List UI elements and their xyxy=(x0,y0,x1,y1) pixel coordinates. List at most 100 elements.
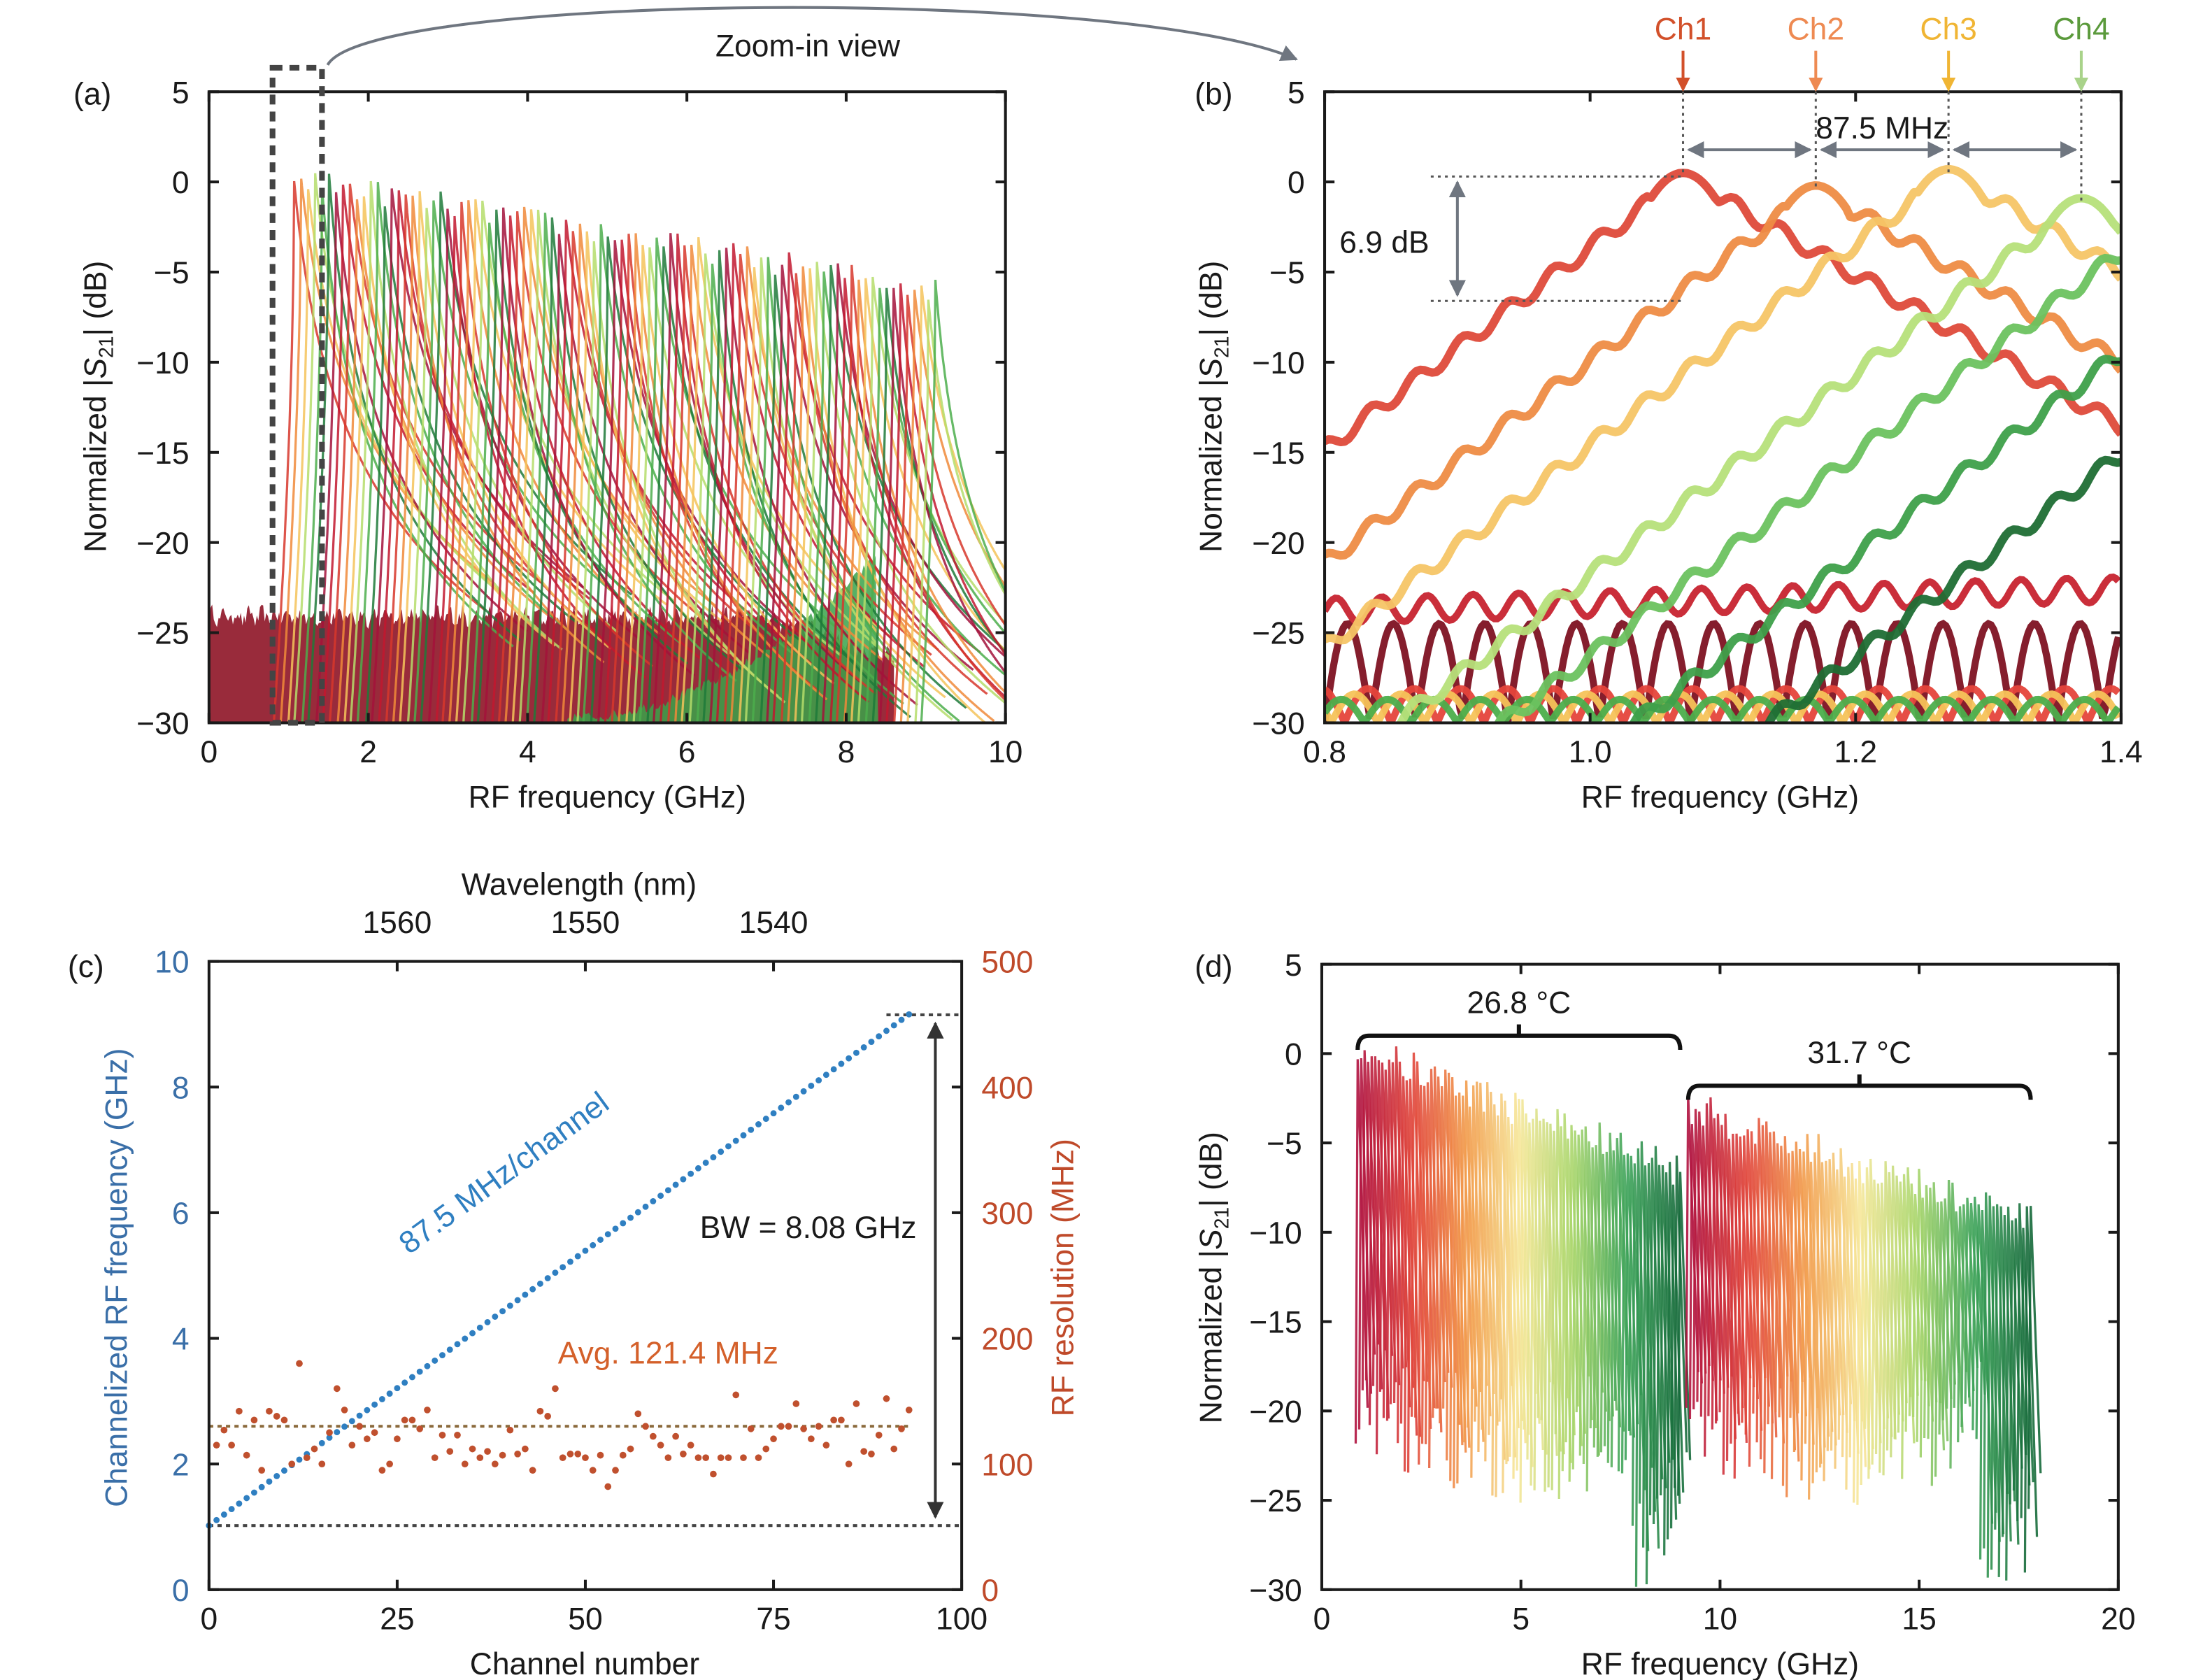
panel-d-ytick-label: 5 xyxy=(1285,948,1302,983)
panel-c-xtick-label: 25 xyxy=(380,1602,414,1636)
panel-c-resolution-point xyxy=(446,1448,454,1455)
panel-b-ch1-label: Ch1 xyxy=(1655,13,1711,47)
panel-c-resolution-point xyxy=(250,1416,258,1424)
panel-c-resolution-point xyxy=(597,1451,604,1459)
panel-c-frequency-point xyxy=(664,1187,671,1194)
panel-c-frequency-point xyxy=(454,1341,461,1348)
panel-c-resolution-point xyxy=(416,1425,424,1432)
panel-c-frequency-point xyxy=(620,1220,627,1227)
panel-c-resolution-point xyxy=(898,1425,905,1432)
panel-c-frequency-point xyxy=(348,1418,355,1425)
panel-c-frequency-point xyxy=(408,1374,415,1381)
panel-c-resolution-point xyxy=(725,1454,732,1462)
panel-a-channel-trace xyxy=(893,294,1006,723)
panel-c-ytick-label: 8 xyxy=(172,1071,190,1105)
panel-c-frequency-point xyxy=(876,1033,883,1040)
panel-b-floor-ripple xyxy=(1325,573,2121,627)
panel-c-resolution-point xyxy=(680,1450,687,1458)
panel-d-label: (d) xyxy=(1195,950,1232,984)
panel-c-resolution-point xyxy=(853,1400,860,1407)
panel-d-xtick-label: 0 xyxy=(1313,1602,1331,1636)
panel-c-frequency-point xyxy=(694,1165,701,1172)
panel-c-frequency-point xyxy=(815,1077,822,1084)
panel-c-frequency-point xyxy=(672,1181,679,1188)
panel-c-y2tick-label: 200 xyxy=(981,1323,1033,1357)
panel-c-frequency-point xyxy=(853,1049,860,1056)
panel-a-channel-trace xyxy=(406,208,619,723)
panel-b-ytick-label: −25 xyxy=(1252,617,1304,651)
panel-c-resolution-point xyxy=(461,1460,469,1468)
panel-c-resolution-point xyxy=(401,1416,408,1424)
panel-c-resolution-point xyxy=(830,1416,837,1424)
panel-b-ylabel: Normalized |S21| (dB) xyxy=(1195,261,1233,553)
panel-b-ch3-label: Ch3 xyxy=(1920,13,1976,47)
panel-c-resolution-point xyxy=(740,1454,747,1462)
panel-c-frequency-point xyxy=(424,1362,431,1369)
panel-c-resolution-point xyxy=(582,1454,589,1462)
panel-b-channel-trace xyxy=(1325,164,2121,645)
panel-b-channel-trace xyxy=(1396,194,2121,723)
panel-c-frequency-point xyxy=(439,1352,445,1358)
panel-c-resolution-point xyxy=(364,1435,371,1443)
panel-c-resolution-point xyxy=(476,1454,484,1462)
panel-c-resolution-point xyxy=(326,1429,333,1437)
panel-c-resolution-point xyxy=(694,1454,702,1462)
panel-c-resolution-point xyxy=(469,1445,476,1453)
panel-c-frequency-point xyxy=(514,1297,521,1304)
panel-c-ytick-label: 0 xyxy=(172,1574,190,1608)
panel-c-frequency-point xyxy=(484,1318,491,1325)
panel-b-spacing-label: 87.5 MHz xyxy=(1816,111,1948,145)
panel-c-resolution-point xyxy=(860,1448,868,1455)
panel-c-resolution-point xyxy=(311,1445,318,1453)
panel-a-channel-trace xyxy=(364,206,577,723)
panel-a-channel-trace xyxy=(835,264,1006,723)
panel-b-ch1-arrowhead xyxy=(1676,78,1690,92)
panel-c-xtick-label: 75 xyxy=(756,1602,790,1636)
panel-a-xtick-label: 4 xyxy=(519,735,536,769)
panel-a-ytick-label: −20 xyxy=(136,527,189,561)
panel-c-y2tick-label: 300 xyxy=(981,1197,1033,1231)
panel-a-channel-trace xyxy=(272,180,487,723)
panel-a-ytick-label: 0 xyxy=(172,166,190,200)
panel-a-channel-trace xyxy=(899,290,1006,723)
panel-a-channel-trace xyxy=(625,245,835,723)
panel-a-channel-trace xyxy=(885,283,1006,723)
panel-c-frequency-point xyxy=(273,1473,280,1479)
panel-c-resolution-point xyxy=(808,1435,815,1443)
panel-c-resolution-point xyxy=(348,1441,356,1449)
panel-c-frequency-point xyxy=(710,1154,717,1161)
panel-b-ytick-label: −15 xyxy=(1252,436,1304,471)
panel-c-resolution-point xyxy=(800,1425,807,1432)
panel-a-channel-trace xyxy=(878,287,1006,723)
panel-c-resolution-point xyxy=(318,1460,326,1468)
panel-c-resolution-point xyxy=(604,1483,612,1490)
panel-c-frequency-point xyxy=(890,1022,897,1029)
panel-c-resolution-point xyxy=(454,1432,461,1439)
panel-a-channel-trace xyxy=(470,222,681,723)
panel-b-ch4-arrowhead xyxy=(2074,78,2089,92)
panel-c-ytick-label: 10 xyxy=(155,946,189,980)
panel-b-ch3-arrowhead xyxy=(1941,78,1956,92)
panel-d-ylabel: Normalized |S21| (dB) xyxy=(1195,1132,1233,1423)
panel-c-resolution-point xyxy=(243,1451,250,1459)
panel-a-ytick-label: −30 xyxy=(136,707,189,741)
panel-b-xtick-label: 0.8 xyxy=(1303,735,1346,769)
panel-c-resolution-point xyxy=(574,1450,582,1458)
panel-c-frequency-point xyxy=(634,1209,641,1216)
panel-d-bracket xyxy=(1355,1024,1683,1051)
panel-c-frequency-point xyxy=(590,1241,597,1248)
panel-a-ytick-label: −15 xyxy=(136,436,189,471)
panel-d-xtick-label: 20 xyxy=(2101,1602,2135,1636)
panel-c-frequency-point xyxy=(642,1203,649,1210)
panel-c-frequency-point xyxy=(296,1456,303,1463)
panel-a-channel-trace xyxy=(920,279,1006,723)
panel-c-resolution-point xyxy=(875,1432,883,1439)
panel-c-frequency-point xyxy=(792,1093,799,1100)
panel-a-xtick-label: 8 xyxy=(838,735,855,769)
panel-c-frequency-point xyxy=(800,1088,807,1095)
panel-c-resolution-point xyxy=(868,1450,875,1458)
panel-c-y2tick-label: 100 xyxy=(981,1448,1033,1482)
panel-c-frequency-point xyxy=(378,1395,385,1402)
panel-c-resolution-point xyxy=(491,1460,499,1468)
